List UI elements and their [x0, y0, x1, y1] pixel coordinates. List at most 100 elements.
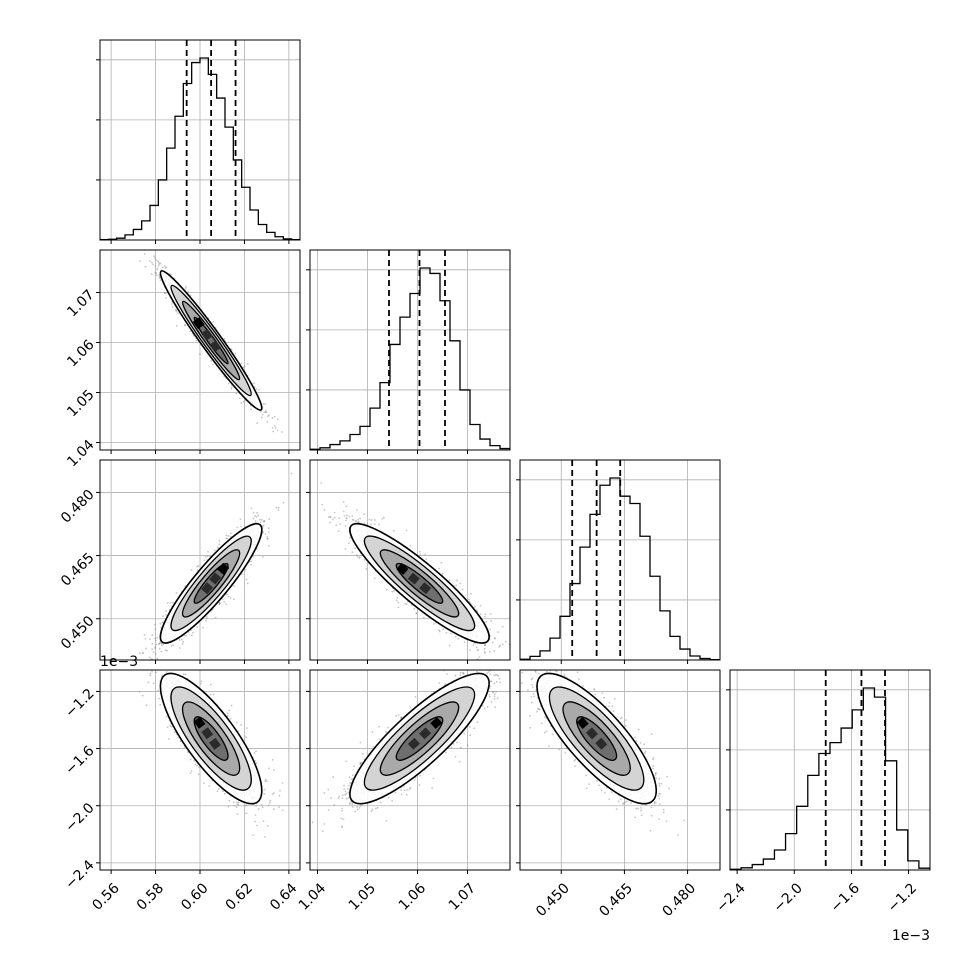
sample-point — [152, 666, 154, 668]
sample-point — [260, 518, 263, 521]
sample-point — [155, 643, 158, 646]
sample-point — [259, 521, 262, 524]
sample-point — [261, 555, 264, 558]
sample-point — [206, 555, 209, 558]
sample-point — [175, 324, 178, 327]
sample-point — [256, 511, 259, 514]
sample-point — [262, 531, 265, 533]
sample-point — [262, 520, 265, 523]
sample-point — [196, 626, 199, 628]
sample-point — [154, 628, 157, 631]
sample-point — [155, 272, 157, 275]
sample-point — [204, 556, 207, 559]
sample-point — [338, 517, 341, 520]
sample-point — [347, 542, 350, 545]
sample-point — [246, 582, 249, 585]
sample-point — [370, 523, 372, 526]
sample-point — [172, 644, 175, 646]
sample-point — [232, 598, 235, 601]
sample-point — [161, 621, 164, 624]
sample-point — [425, 558, 427, 560]
sample-point — [265, 411, 268, 414]
density-core-cell — [209, 340, 222, 353]
sample-point — [192, 631, 194, 634]
sample-point — [196, 565, 199, 568]
sample-point — [214, 616, 217, 619]
sample-point — [268, 414, 270, 417]
sample-point — [227, 595, 230, 598]
sample-point — [175, 310, 178, 313]
sample-point — [230, 349, 233, 351]
sample-point — [266, 415, 269, 418]
sample-point — [155, 274, 158, 277]
sample-point — [189, 330, 192, 333]
sample-point — [205, 619, 207, 622]
sample-point — [250, 507, 253, 510]
sample-point — [157, 261, 160, 264]
sample-point — [240, 362, 243, 365]
panel-0-0 — [96, 39, 301, 244]
sample-point — [212, 320, 215, 323]
sample-point — [154, 264, 157, 267]
density-core-0-2 — [201, 562, 230, 595]
sample-point — [218, 601, 221, 604]
sample-point — [171, 303, 173, 305]
sample-point — [257, 514, 259, 517]
sample-point — [226, 537, 228, 540]
sample-point — [151, 642, 154, 645]
sample-point — [342, 500, 345, 503]
sample-point — [252, 517, 255, 520]
sample-point — [266, 421, 269, 423]
sample-point — [163, 292, 166, 295]
sample-point — [276, 418, 279, 421]
sample-point — [148, 656, 151, 659]
sample-point — [210, 360, 213, 362]
sample-point — [264, 533, 267, 535]
sample-point — [143, 634, 146, 636]
sample-point — [141, 245, 143, 247]
sample-point — [195, 339, 198, 342]
sample-point — [441, 572, 444, 575]
sample-point — [175, 592, 178, 594]
density-core-0-1 — [192, 317, 222, 353]
sample-point — [470, 592, 472, 595]
sample-point — [244, 568, 247, 571]
panel-1-2 — [306, 459, 511, 664]
sample-point — [156, 267, 159, 270]
sample-point — [158, 642, 161, 645]
sample-point — [153, 255, 155, 257]
y-tick-label: 1.05 — [64, 387, 97, 420]
sample-point — [227, 382, 230, 385]
sample-point — [479, 604, 482, 607]
sample-point — [274, 427, 277, 429]
sample-point — [166, 649, 168, 652]
sample-point — [266, 537, 269, 540]
sample-point — [263, 520, 266, 523]
sample-point — [143, 252, 146, 255]
sample-point — [178, 647, 181, 649]
sample-point — [358, 556, 361, 558]
sample-point — [344, 548, 347, 550]
sample-point — [151, 648, 154, 651]
sample-point — [185, 285, 187, 288]
grid-0-2 — [100, 460, 300, 660]
sample-point — [356, 555, 359, 558]
sample-point — [160, 642, 163, 645]
sample-point — [213, 549, 216, 552]
sample-point — [254, 514, 256, 517]
sample-point — [154, 623, 156, 626]
y-tick-label: 0.450 — [58, 613, 98, 653]
sample-point — [271, 417, 274, 419]
sample-point — [273, 425, 276, 427]
sample-point — [205, 616, 208, 618]
sample-point — [218, 543, 221, 546]
sample-point — [157, 260, 159, 263]
sample-point — [157, 264, 160, 267]
sample-point — [405, 603, 408, 606]
sample-point — [202, 626, 204, 629]
sample-point — [164, 649, 167, 652]
sample-point — [154, 647, 157, 650]
y-tick-label: 0.480 — [58, 487, 98, 527]
sample-point — [163, 265, 166, 268]
